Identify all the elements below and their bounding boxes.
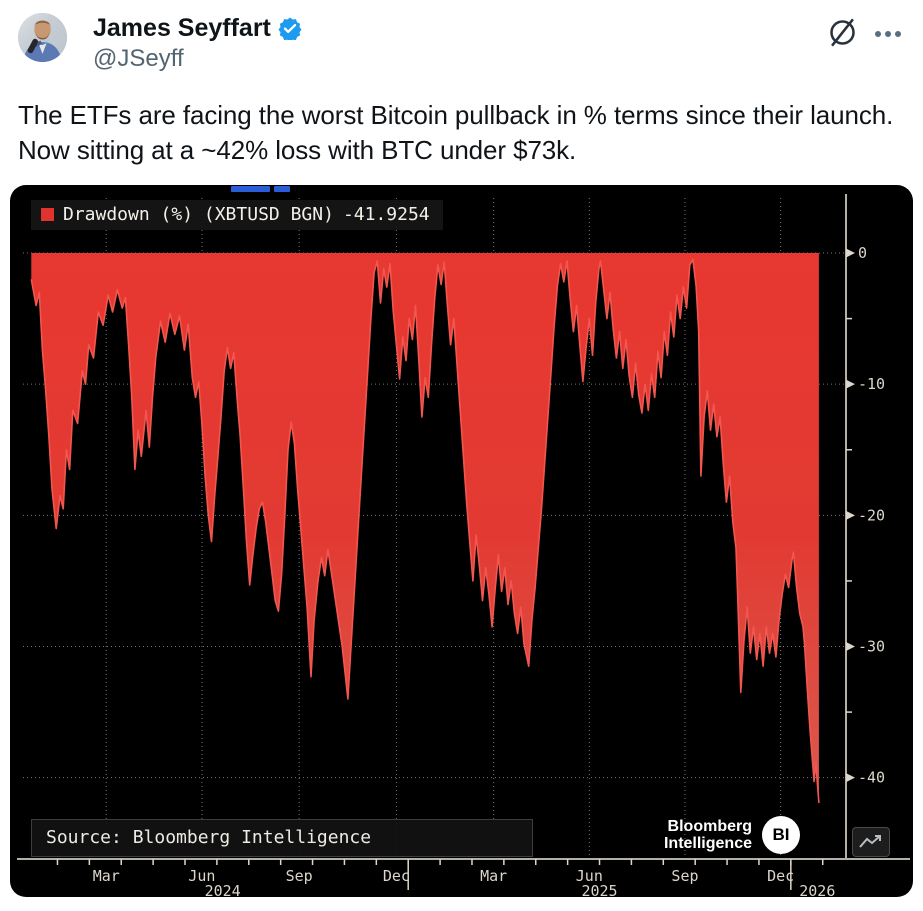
y-tick-label: 0 <box>858 244 867 262</box>
year-label: 2026 <box>799 882 835 897</box>
brand-line2: Intelligence <box>663 835 752 852</box>
chart-source: Source: Bloomberg Intelligence <box>31 819 533 857</box>
legend-swatch <box>41 208 54 221</box>
author-handle[interactable]: @JSeyff <box>93 45 184 72</box>
avatar[interactable] <box>18 13 67 62</box>
y-tick-label: -30 <box>858 638 885 656</box>
x-tick-label: Jun <box>576 867 603 885</box>
verified-badge-icon <box>278 17 302 40</box>
author-name[interactable]: James Seyffart <box>93 14 271 42</box>
legend-value: -41.9254 <box>342 204 430 225</box>
more-icon[interactable] <box>873 20 903 53</box>
brand-line1: Bloomberg <box>667 818 752 835</box>
x-tick-label: Mar <box>480 867 507 885</box>
chart-tool-button[interactable] <box>852 827 890 857</box>
y-tick-label: -10 <box>858 375 885 393</box>
x-tick-label: Dec <box>767 867 794 885</box>
bloomberg-intelligence-logo: Bloomberg Intelligence BI <box>664 816 800 854</box>
legend-label: Drawdown (%) (XBTUSD BGN) <box>63 204 334 225</box>
x-tick-label: Sep <box>671 867 698 885</box>
grok-icon[interactable] <box>826 16 859 49</box>
avatar-image <box>18 13 67 62</box>
axes: 0 -10 -20 -30 -40 Mar Jun Sep Dec Mar Jun Sep Dec 202… <box>17 194 910 897</box>
chart-svg: 0 -10 -20 -30 -40 Mar Jun Sep Dec Mar Jun Sep Dec 202… <box>17 194 910 897</box>
chart-media[interactable]: 0 -10 -20 -30 -40 Mar Jun Sep Dec Mar Jun Sep Dec 202… <box>10 185 913 897</box>
y-tick-label: -40 <box>858 769 885 787</box>
x-tick-label: Dec <box>383 867 410 885</box>
drawdown-line <box>30 258 820 804</box>
y-tick-label: -20 <box>858 506 885 524</box>
top-blue-dash-2 <box>274 186 290 192</box>
bi-badge: BI <box>762 816 800 854</box>
top-blue-dash-1 <box>231 186 270 192</box>
tweet-text: The ETFs are facing the worst Bitcoin pu… <box>18 100 894 165</box>
x-tick-label: Jun <box>188 867 215 885</box>
author-block: James Seyffart @JSeyff <box>93 13 302 74</box>
drawdown-area <box>31 253 819 803</box>
chart-legend: Drawdown (%) (XBTUSD BGN) -41.9254 <box>31 200 443 230</box>
sparkline-icon <box>859 835 881 848</box>
x-tick-label: Sep <box>286 867 313 885</box>
year-label: 2024 <box>205 882 241 897</box>
year-label: 2025 <box>581 882 617 897</box>
x-tick-label: Mar <box>93 867 120 885</box>
